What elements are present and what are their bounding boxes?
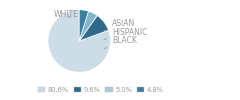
- Text: HISPANIC: HISPANIC: [104, 28, 147, 39]
- Wedge shape: [48, 10, 110, 72]
- Wedge shape: [79, 11, 97, 41]
- Text: ASIAN: ASIAN: [104, 19, 135, 31]
- Wedge shape: [79, 10, 89, 41]
- Text: BLACK: BLACK: [104, 36, 137, 49]
- Wedge shape: [79, 16, 108, 41]
- Legend: 80.6%, 9.6%, 5.0%, 4.8%: 80.6%, 9.6%, 5.0%, 4.8%: [35, 84, 166, 96]
- Text: WHITE: WHITE: [54, 10, 78, 19]
